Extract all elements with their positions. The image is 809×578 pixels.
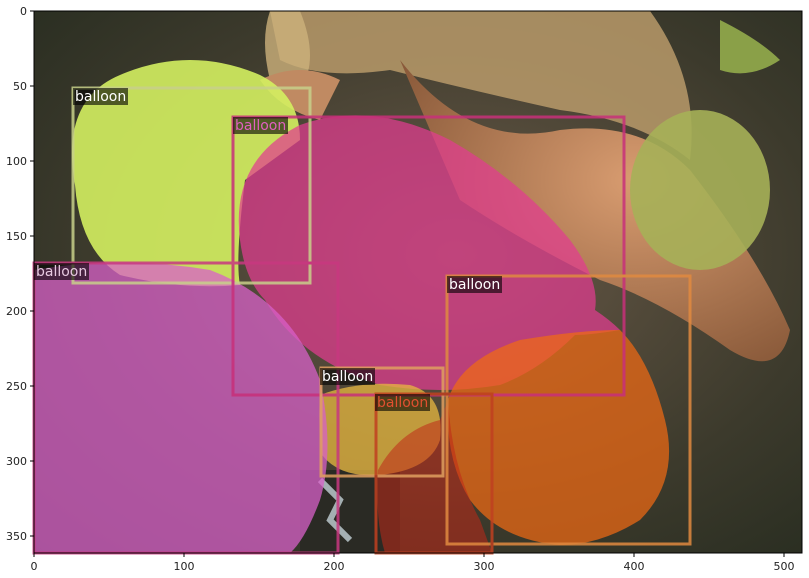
x-tick-label: 200 — [324, 560, 345, 573]
y-tick-label: 200 — [6, 305, 27, 318]
axes-frame — [33, 10, 803, 554]
x-tick-label: 100 — [174, 560, 195, 573]
svg-text:balloon: balloon — [377, 395, 428, 411]
detection-label-2: balloon — [34, 263, 89, 280]
detection-label-1: balloon — [233, 117, 288, 134]
x-tick-label: 400 — [624, 560, 645, 573]
y-tick-label: 350 — [6, 530, 27, 543]
detection-label-3: balloon — [447, 276, 502, 293]
detection-label-5: balloon — [375, 394, 430, 411]
x-tick-label: 300 — [474, 560, 495, 573]
bbox-orange — [445, 274, 692, 546]
y-tick-label: 100 — [6, 155, 27, 168]
magenta-balloon-mask — [34, 262, 328, 553]
y-tick-label: 150 — [6, 230, 27, 243]
x-axis: 0 100 200 300 400 500 — [31, 553, 795, 573]
svg-text:balloon: balloon — [36, 264, 87, 280]
detection-labels: balloon balloon balloon balloon balloon … — [34, 88, 502, 411]
detection-label-4: balloon — [320, 368, 375, 385]
bbox-green — [71, 86, 312, 285]
svg-text:balloon: balloon — [322, 369, 373, 385]
detection-label-0: balloon — [73, 88, 128, 105]
bbox-yellow — [319, 366, 445, 478]
y-tick-label: 50 — [13, 80, 27, 93]
y-axis: 0 50 100 150 200 250 300 350 — [6, 5, 34, 543]
y-tick-label: 300 — [6, 455, 27, 468]
svg-text:balloon: balloon — [449, 277, 500, 293]
segment-masks — [34, 60, 670, 553]
x-tick-label: 500 — [774, 560, 795, 573]
svg-text:balloon: balloon — [235, 118, 286, 134]
y-tick-label: 0 — [20, 5, 27, 18]
pink-balloon-mask — [238, 115, 620, 390]
svg-text:balloon: balloon — [75, 89, 126, 105]
y-tick-label: 250 — [6, 380, 27, 393]
x-tick-label: 0 — [31, 560, 38, 573]
orange-balloon-mask — [447, 330, 670, 545]
